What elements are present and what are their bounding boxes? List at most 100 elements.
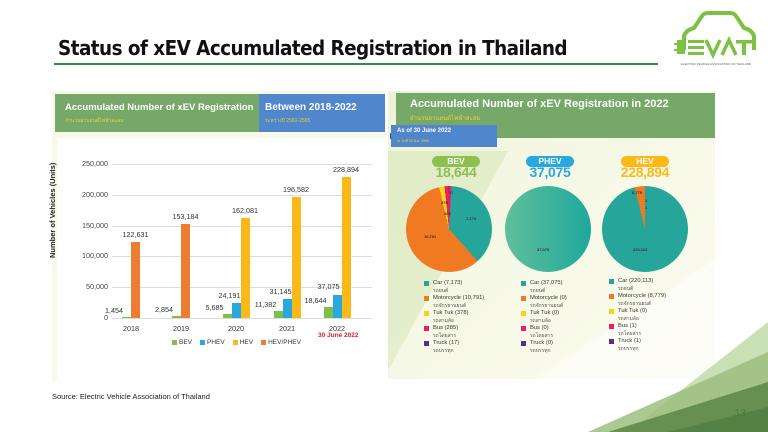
bar-value-label: 1,454 bbox=[105, 306, 123, 316]
bar-value-label: 18,644 bbox=[304, 295, 327, 305]
legend-thai-label: รถบรรทุก bbox=[433, 348, 454, 354]
legend-thai-label: รถโดยสาร bbox=[433, 333, 457, 339]
legend-swatch-icon bbox=[609, 339, 614, 344]
legend-swatch-icon bbox=[424, 296, 429, 301]
hev-pie-chart bbox=[602, 186, 688, 272]
bar-hev-2021 bbox=[291, 196, 301, 318]
bar-value-label: 153,184 bbox=[172, 211, 199, 221]
legend-thai-label: รถสามล้อ bbox=[618, 316, 639, 322]
legend-swatch-icon bbox=[609, 279, 614, 284]
y-tick-label: 0 bbox=[104, 313, 108, 322]
bar-hev-phev-2018 bbox=[131, 242, 140, 318]
x-tick-label: 2021 bbox=[279, 324, 295, 333]
legend-thai-label: รถโดยสาร bbox=[530, 333, 554, 339]
bar-bev-2022 bbox=[323, 306, 333, 318]
bar-value-label: 5,685 bbox=[205, 303, 224, 313]
gridline bbox=[112, 194, 372, 196]
legend-thai-label: รถจักรยานยนต์ bbox=[530, 303, 564, 309]
legend-label: Truck (1) bbox=[618, 338, 641, 344]
legend-swatch-icon bbox=[424, 311, 429, 316]
legend-swatch-icon bbox=[424, 281, 429, 286]
legend-bev: BEV bbox=[172, 339, 192, 346]
legend-swatch-icon bbox=[424, 326, 429, 331]
hev-total: 228,894 bbox=[620, 164, 670, 180]
legend-label: Bus (0) bbox=[530, 325, 549, 331]
phev-swatch-icon bbox=[200, 340, 206, 345]
legend-hev-phev: HEV/PHEV bbox=[261, 339, 301, 346]
legend-label: Motorcycle (10,791) bbox=[433, 295, 485, 301]
phev-pie-chart bbox=[505, 186, 591, 272]
legend-thai-label: รถสามล้อ bbox=[530, 318, 551, 324]
legend-swatch-icon bbox=[424, 341, 429, 346]
title-underline bbox=[54, 63, 658, 65]
slide-title: Status of xEV Accumulated Registration i… bbox=[58, 36, 568, 60]
bar-value-label: 196,582 bbox=[283, 184, 309, 194]
date-note: 30 June 2022 bbox=[318, 332, 359, 339]
legend-thai-label: รถจักรยานยนต์ bbox=[618, 301, 652, 307]
gridline bbox=[112, 318, 372, 319]
left-header-period-box: Between 2018-2022 ระหว่างปี 2561-2565 bbox=[259, 94, 385, 132]
legend-label: Bus (285) bbox=[433, 325, 459, 331]
legend-thai-label: รถยนต์ bbox=[433, 288, 449, 294]
bar-hev-phev-2019 bbox=[181, 223, 190, 318]
bar-phev-2021 bbox=[282, 298, 292, 318]
bar-value-label: 2,854 bbox=[155, 305, 173, 315]
bev-swatch-icon bbox=[172, 340, 177, 345]
legend-thai-label: รถบรรทุก bbox=[530, 348, 551, 354]
legend-label: Bus (1) bbox=[618, 323, 637, 329]
legend-label: Car (37,075) bbox=[530, 280, 563, 286]
bev-total: 18,644 bbox=[435, 164, 477, 180]
as-of-title: As of 30 June 2022 bbox=[397, 128, 452, 134]
bar-value-label: 11,382 bbox=[254, 299, 277, 309]
right-header-title: Accumulated Number of xEV Registration i… bbox=[410, 98, 669, 110]
period-title: Between 2018-2022 bbox=[265, 102, 357, 113]
legend-label: Truck (17) bbox=[433, 340, 460, 346]
bar-bev-2019 bbox=[172, 316, 181, 318]
legend-swatch-icon bbox=[609, 324, 614, 329]
evat-logo-icon bbox=[674, 11, 756, 60]
bar-bev-2021 bbox=[273, 310, 283, 318]
bar-bev-2018 bbox=[122, 317, 131, 319]
bar-legend: BEV PHEV HEV HEV/PHEV bbox=[172, 339, 301, 346]
logo-caption: ELECTRIC VEHICLE ASSOCIATION OF THAILAND bbox=[680, 62, 752, 66]
left-header-title-box: Accumulated Number of xEV Registration จ… bbox=[55, 94, 262, 132]
legend-thai-label: รถยนต์ bbox=[618, 286, 634, 292]
bar-bev-2020 bbox=[222, 314, 232, 318]
y-axis-label: Number of Vehicles (Units) bbox=[48, 162, 57, 258]
bar-phev-2020 bbox=[231, 303, 241, 318]
y-tick-label: 50,000 bbox=[86, 282, 108, 292]
as-of-box: As of 30 June 2022 ณ วันที่ 30 มิ.ย. 256… bbox=[391, 125, 497, 147]
bar-value-label: 31,145 bbox=[269, 286, 292, 296]
x-tick-label: 2020 bbox=[228, 324, 244, 333]
legend-label: Tuk Tuk (378) bbox=[433, 310, 469, 316]
legend-thai-label: รถโดยสาร bbox=[618, 331, 642, 337]
legend-label: Tuk Tuk (0) bbox=[530, 310, 560, 316]
hev-phev-swatch-icon bbox=[261, 340, 267, 345]
right-header-subtitle: จำนวนยานยนต์ไฟฟ้าสะสม bbox=[410, 116, 481, 122]
legend-thai-label: รถจักรยานยนต์ bbox=[433, 303, 467, 309]
hev-swatch-icon bbox=[232, 340, 238, 345]
legend-swatch-icon bbox=[521, 341, 526, 346]
legend-label: Tuk Tuk (0) bbox=[618, 308, 648, 314]
legend-label: Motorcycle (8,779) bbox=[618, 293, 667, 299]
as-of-subtitle: ณ วันที่ 30 มิ.ย. 2565 bbox=[397, 139, 429, 143]
left-header-subtitle: จำนวนยานยนต์ไฟฟ้าสะสม bbox=[65, 118, 124, 124]
legend-label: Car (220,113) bbox=[618, 278, 654, 284]
bar-value-label: 162,081 bbox=[232, 206, 258, 216]
y-tick-label: 150,000 bbox=[82, 220, 108, 230]
legend-swatch-icon bbox=[609, 294, 614, 299]
bev-pie-chart bbox=[406, 186, 492, 272]
legend-swatch-icon bbox=[521, 281, 526, 286]
bev-pill: BEV bbox=[432, 156, 480, 167]
phev-pill: PHEV bbox=[526, 156, 574, 167]
y-tick-label: 250,000 bbox=[82, 159, 108, 168]
bar-value-label: 228,894 bbox=[333, 165, 359, 174]
gridline bbox=[112, 164, 372, 165]
legend-hev: HEV bbox=[232, 339, 253, 346]
bar-value-label: 122,631 bbox=[122, 230, 149, 240]
legend-thai-label: รถสามล้อ bbox=[433, 318, 454, 324]
phev-total: 37,075 bbox=[529, 164, 571, 180]
period-subtitle: ระหว่างปี 2561-2565 bbox=[265, 118, 311, 124]
legend-label: Motorcycle (0) bbox=[530, 295, 567, 301]
y-tick-label: 100,000 bbox=[82, 251, 108, 261]
